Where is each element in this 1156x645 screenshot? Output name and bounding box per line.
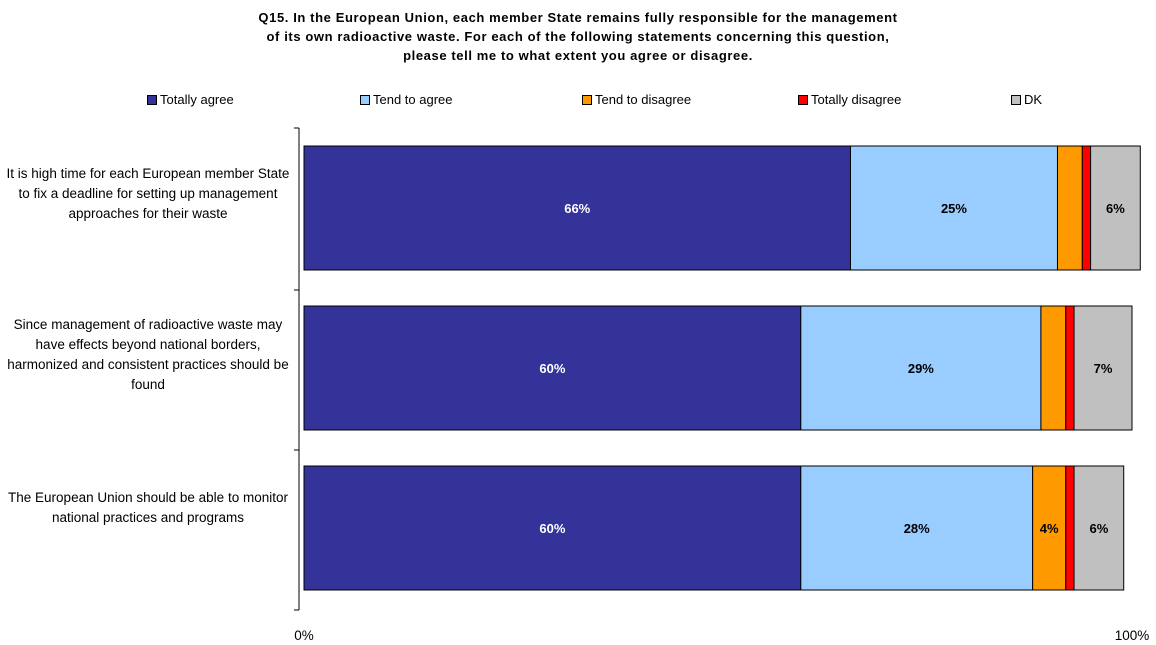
legend-label: Tend to agree xyxy=(373,92,453,107)
bar-totally-agree xyxy=(303,305,802,431)
legend-item-totally-agree: Totally agree xyxy=(147,92,234,107)
chart-title: Q15. In the European Union, each member … xyxy=(0,8,1156,65)
chart-title-line: Q15. In the European Union, each member … xyxy=(258,10,898,25)
data-label: 60% xyxy=(539,521,565,536)
data-label: 60% xyxy=(539,361,565,376)
bar-tend-to-disagree xyxy=(1056,145,1083,271)
legend-swatch xyxy=(147,94,157,105)
bar-totally-agree xyxy=(303,145,851,271)
data-label: 6% xyxy=(1106,201,1125,216)
bar-tend-to-disagree xyxy=(1040,305,1067,431)
data-label: 4% xyxy=(1040,521,1059,536)
x-tick-label: 0% xyxy=(294,628,314,643)
data-label: 29% xyxy=(908,361,934,376)
legend-item-totally-disagree: Totally disagree xyxy=(798,92,901,107)
bar-tend-to-agree xyxy=(800,465,1034,591)
bar-totally-disagree xyxy=(1065,305,1075,431)
bar-tend-to-disagree xyxy=(1032,465,1067,591)
bar-totally-disagree xyxy=(1065,465,1075,591)
legend-label: Totally agree xyxy=(160,92,234,107)
legend-label: DK xyxy=(1024,92,1043,107)
data-label: 25% xyxy=(941,201,967,216)
chart-legend: Totally agree Tend to agree Tend to disagr… xyxy=(0,92,1156,108)
x-tick-label: 100% xyxy=(1115,628,1150,643)
category-label: Since management of radioactive waste ma… xyxy=(7,317,289,392)
bar-totally-disagree xyxy=(1081,145,1092,271)
bar-dk xyxy=(1090,145,1141,271)
data-label: 28% xyxy=(904,521,930,536)
data-label: 6% xyxy=(1089,521,1108,536)
legend-label: Tend to disagree xyxy=(595,92,692,107)
data-label: 7% xyxy=(1094,361,1113,376)
chart-title-line: please tell me to what extent you agree … xyxy=(403,48,753,63)
category-label: The European Union should be able to mon… xyxy=(8,490,288,525)
bar-dk xyxy=(1073,465,1125,591)
legend-label: Totally disagree xyxy=(811,92,902,107)
category-label: It is high time for each European member… xyxy=(6,166,290,221)
data-label: 66% xyxy=(564,201,590,216)
legend-swatch xyxy=(1011,94,1021,105)
legend-item-dk: DK xyxy=(1011,92,1042,107)
bar-dk xyxy=(1073,305,1133,431)
legend-swatch xyxy=(798,94,808,105)
legend-swatch xyxy=(582,94,592,105)
legend-item-tend-to-agree: Tend to agree xyxy=(360,92,453,107)
bar-tend-to-agree xyxy=(849,145,1058,271)
legend-swatch xyxy=(360,94,370,105)
bar-totally-agree xyxy=(303,465,802,591)
legend-item-tend-to-disagree: Tend to disagree xyxy=(582,92,691,107)
chart-title-line: of its own radioactive waste. For each o… xyxy=(266,29,890,44)
